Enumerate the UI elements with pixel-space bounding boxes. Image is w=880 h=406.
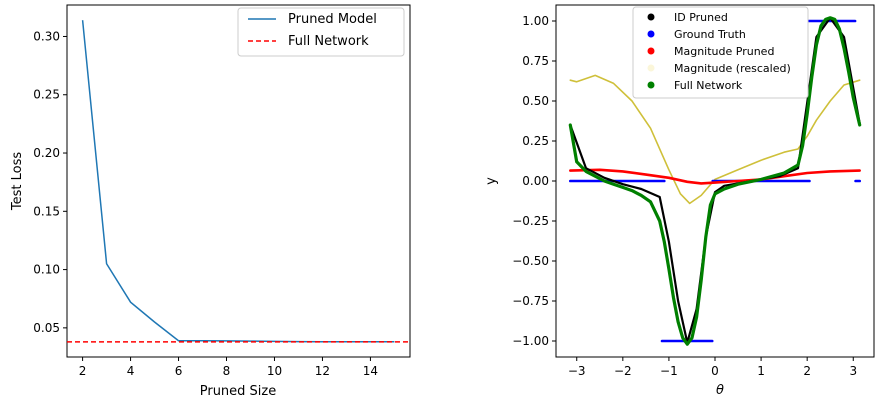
series-magnitude-pruned-curve <box>568 168 862 185</box>
y-tick-label: 0.75 <box>522 54 549 68</box>
left-y-ticks: 0.05 0.10 0.15 0.20 0.25 0.30 <box>33 29 67 335</box>
y-tick-label: 0.15 <box>33 204 60 218</box>
right-x-ticks: −3 −2 −1 0 1 2 3 <box>568 357 857 378</box>
legend-marker-magnitude-rescaled <box>647 64 655 72</box>
x-tick-label: 12 <box>315 364 330 378</box>
legend-label-full-network-right: Full Network <box>674 79 743 92</box>
y-tick-label: 0.20 <box>33 146 60 160</box>
legend-marker-ground-truth <box>647 30 655 38</box>
x-tick-label: 1 <box>757 364 765 378</box>
x-tick-label: 8 <box>223 364 231 378</box>
legend-label-ground-truth: Ground Truth <box>674 28 746 41</box>
x-tick-label: −3 <box>568 364 586 378</box>
right-x-axis-label: θ <box>716 383 724 398</box>
legend-label-pruned-model: Pruned Model <box>288 12 377 27</box>
legend-label-id-pruned: ID Pruned <box>674 11 728 24</box>
x-tick-label: 6 <box>175 364 183 378</box>
left-plot-frame <box>66 4 411 358</box>
series-full-network-curve <box>568 16 862 346</box>
y-tick-label: 0.25 <box>522 134 549 148</box>
y-tick-label: 0.30 <box>33 29 60 43</box>
legend-label-magnitude-pruned: Magnitude Pruned <box>674 45 774 58</box>
y-tick-label: −0.50 <box>512 254 549 268</box>
y-tick-label: −0.25 <box>512 214 549 228</box>
x-tick-label: 10 <box>267 364 282 378</box>
right-y-ticks: −1.00 −0.75 −0.50 −0.25 0.00 0.25 0.50 0.75 1.00 <box>512 14 556 348</box>
left-series <box>67 20 410 343</box>
right-y-axis-label: y <box>484 177 499 185</box>
legend-marker-magnitude-pruned <box>647 47 655 55</box>
x-tick-label: −2 <box>614 364 632 378</box>
series-magnitude-rescaled-curve <box>569 74 861 205</box>
series-line-pruned-model <box>81 20 395 343</box>
y-tick-label: −0.75 <box>512 294 549 308</box>
right-series <box>568 16 862 346</box>
left-x-ticks: 2 4 6 8 10 12 14 <box>79 357 378 378</box>
left-legend-box <box>237 7 405 57</box>
legend-marker-full-network <box>647 81 655 89</box>
right-legend: ID Pruned Ground Truth Magnitude Pruned … <box>632 6 809 99</box>
y-tick-label: −1.00 <box>512 334 549 348</box>
left-chart: 2 4 6 8 10 12 14 0.05 0.10 0.15 0.20 0.25 0.30 Prun… <box>10 4 411 399</box>
legend-label-magnitude-rescaled: Magnitude (rescaled) <box>674 62 791 75</box>
y-tick-label: 0.25 <box>33 88 60 102</box>
legend-marker-id-pruned <box>647 13 655 21</box>
x-tick-label: 14 <box>363 364 378 378</box>
left-legend: Pruned Model Full Network <box>237 7 405 57</box>
y-tick-label: 0.05 <box>33 321 60 335</box>
y-tick-label: 0.00 <box>522 174 549 188</box>
x-tick-label: 2 <box>79 364 87 378</box>
x-tick-label: 4 <box>127 364 135 378</box>
legend-label-full-network: Full Network <box>288 34 369 49</box>
left-x-axis-label: Pruned Size <box>200 384 277 399</box>
y-tick-label: 0.50 <box>522 94 549 108</box>
x-tick-label: 3 <box>849 364 857 378</box>
x-tick-label: 0 <box>711 364 719 378</box>
x-tick-label: 2 <box>803 364 811 378</box>
left-y-axis-label: Test Loss <box>10 152 25 211</box>
right-legend-box <box>632 6 809 99</box>
y-tick-label: 0.10 <box>33 263 60 277</box>
right-chart: −3 −2 −1 0 1 2 3 −1.00 −0.75 −0.50 −0.25 0.00 0.25 0… <box>484 4 875 398</box>
y-tick-label: 1.00 <box>522 14 549 28</box>
x-tick-label: −1 <box>660 364 678 378</box>
